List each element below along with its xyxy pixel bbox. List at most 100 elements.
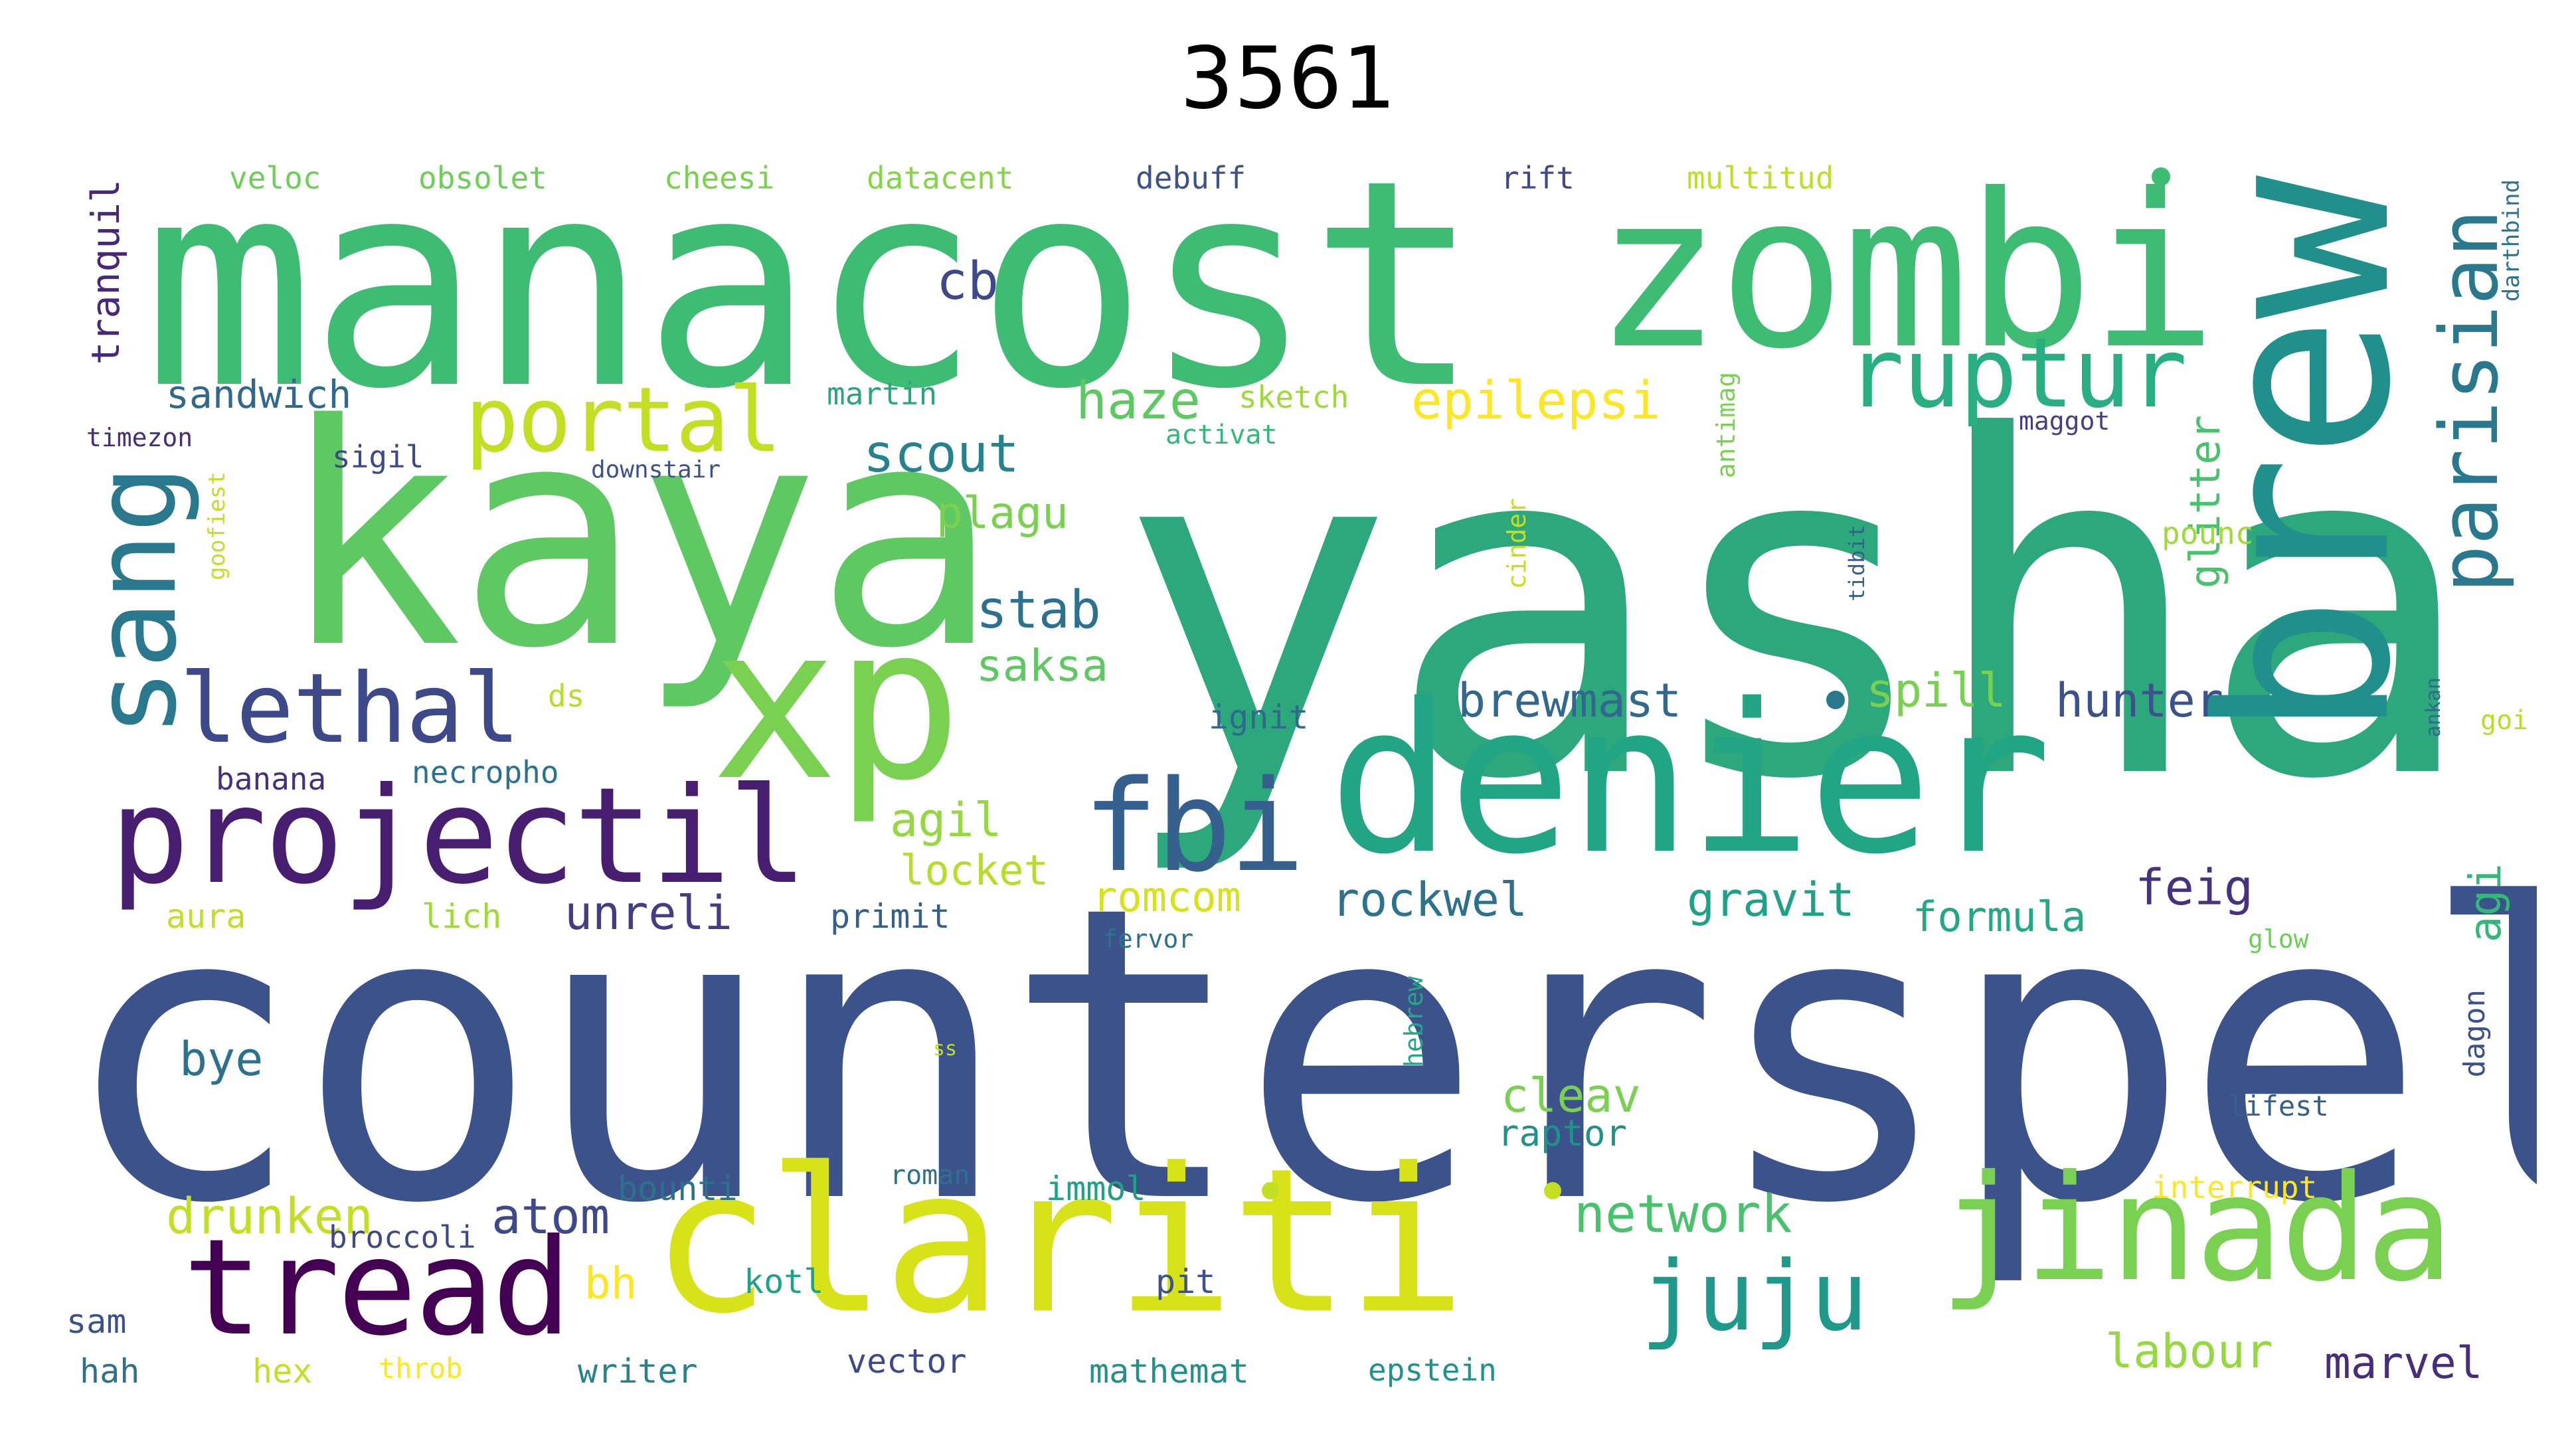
word: sang [70,465,202,737]
word: epstein [1368,1352,1497,1388]
word: sigil [332,439,424,475]
word: plagu [936,487,1069,539]
word: ruptur [1846,317,2188,430]
word: interrupt [2152,1169,2318,1205]
word: bh [584,1258,638,1309]
word: cb [936,252,999,311]
word: epilepsi [1411,371,1661,431]
word: hex [252,1352,313,1391]
word: necropho [412,754,559,790]
word: debuff [1136,160,1246,196]
word: goofiest [204,471,230,580]
word: projectil [110,759,808,914]
word: multitud [1687,160,1834,196]
dot-mark [2152,167,2170,186]
word: rockwel [1331,873,1528,927]
word: raptor [1498,1112,1628,1154]
word: stab [976,580,1101,640]
word: tread [183,1211,572,1365]
word: ignit [1209,698,1309,736]
word: gravit [1687,873,1855,927]
word: denier [1328,660,2052,900]
word: haze [1076,371,1201,431]
word: hunter [2055,673,2223,728]
word: fervor [1102,924,1194,954]
word: kotl [744,1262,824,1301]
word: sandwich [166,372,352,417]
word: yasha [1116,340,2478,881]
word: marvel [2324,1337,2483,1389]
word: saksa [976,640,1108,691]
word: hah [80,1352,140,1391]
word: immol [1046,1169,1146,1208]
word: clariti [651,1126,1466,1357]
dot-mark [1262,1182,1279,1199]
word: activat [1165,420,1278,450]
word: sketch [1239,379,1349,415]
word: cheesi [664,160,775,196]
word: cinder [1502,498,1531,590]
word: counterspel [66,820,2537,1292]
word: pounc [2162,515,2254,551]
word: lethal [179,653,521,765]
word: hebrew [1399,976,1428,1068]
word: romcom [1092,873,1241,921]
word: scout [863,424,1019,484]
word: glitter [2181,415,2229,589]
word: formula [1913,893,2087,941]
word: primit [830,897,950,936]
word: unreli [564,886,732,940]
word: cleav [1501,1068,1641,1123]
word: banana [216,761,327,797]
word: maggot [2019,406,2110,436]
word: dagon [2458,989,2492,1078]
word: aura [166,897,246,936]
chart-title: 3561 [1179,29,1397,128]
word: darthbind [2498,179,2525,302]
word: ds [548,678,585,714]
word: atom [491,1188,610,1245]
word: jinada [1939,1144,2454,1314]
word: vector [847,1342,967,1381]
word: tranquil [83,179,128,365]
word: glow [2248,924,2309,954]
word: rift [1501,160,1575,196]
word: kaya [279,360,999,715]
dot-mark [1544,1182,1561,1199]
word: ankan [2422,677,2445,738]
word-cloud: counterspel yasha manacost kaya zombi br… [66,159,2537,1395]
word: bounti [618,1169,738,1208]
word: xp [711,580,962,827]
word: sam [66,1302,127,1341]
word: tidbit [1844,525,1869,602]
word: roman [890,1160,970,1191]
word: mathemat [1089,1352,1249,1391]
word: writer [578,1352,698,1391]
word: ss [933,1037,958,1061]
word: timezon [86,423,193,452]
dot-mark [1826,691,1845,709]
word: downstair [591,456,721,483]
word: labour [2105,1324,2273,1379]
word: broccoli [329,1219,476,1255]
word: juju [1640,1240,1868,1353]
word: manacost [143,159,1481,452]
word: pit [1156,1262,1216,1301]
word: locket [900,846,1049,895]
word: throb [379,1352,463,1385]
word: datacent [867,160,1014,196]
word: obsolet [418,160,547,196]
word: goi [2480,705,2529,736]
word: zombi [1594,159,2217,396]
word: martin [827,376,938,412]
word: agil [890,793,1002,847]
word: feig [2135,859,2254,916]
word: lich [422,897,502,936]
word: antimag [1711,372,1741,479]
word: fbi [1082,753,1305,900]
word: spill [1866,663,2006,718]
word: drunken [166,1188,373,1245]
word: network [1574,1185,1792,1244]
word: agi [2460,863,2511,943]
word: veloc [229,160,321,196]
